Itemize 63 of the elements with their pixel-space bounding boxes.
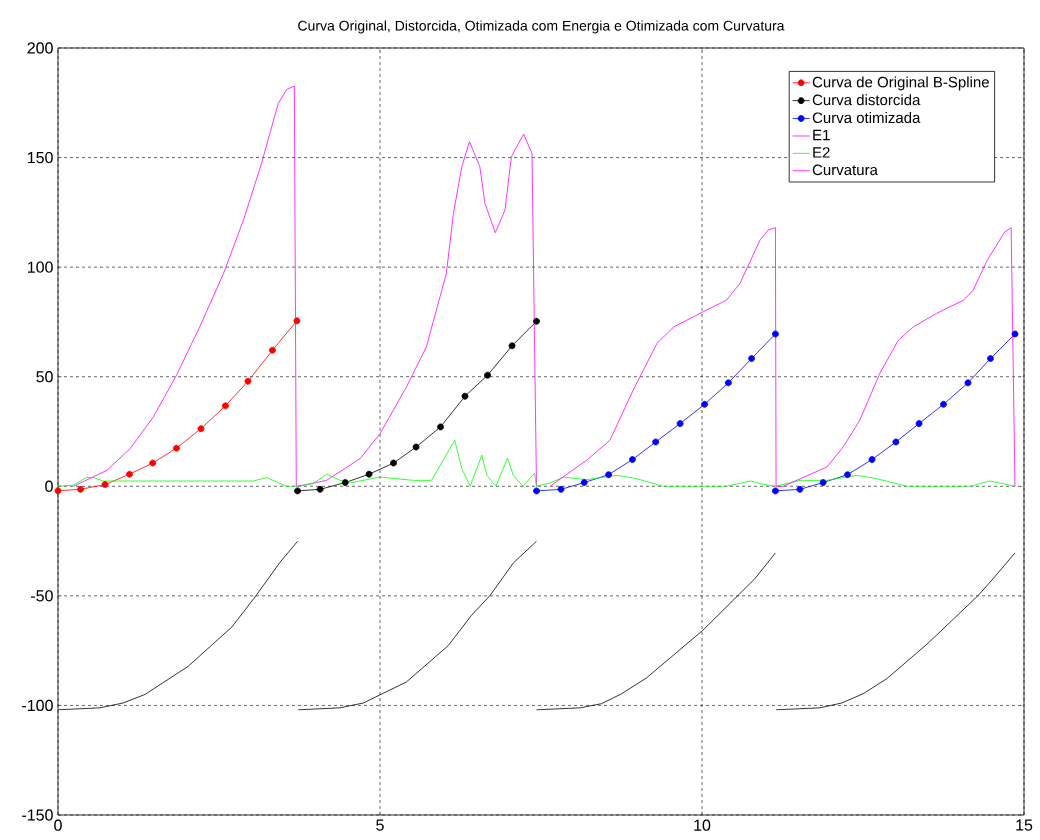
x-tick-label: 15: [1016, 819, 1033, 831]
legend-label: E2: [813, 147, 830, 158]
point: [294, 487, 301, 495]
point: [533, 487, 540, 495]
point: [173, 444, 180, 452]
y-tick-label: 200: [27, 42, 53, 54]
point: [77, 485, 84, 493]
point: [149, 459, 157, 467]
point: [676, 420, 684, 428]
point: [557, 485, 565, 493]
chart-title: Curva Original, Distorcida, Otimizada com Energia e Otimizada com Curvatura: [298, 20, 785, 34]
y-tick-label: -150: [22, 809, 53, 821]
point: [605, 471, 613, 479]
point: [915, 420, 923, 428]
point: [892, 438, 900, 446]
point: [772, 330, 779, 338]
point: [508, 342, 516, 350]
legend-label: E1: [813, 129, 830, 141]
x-tick-label: 0: [54, 819, 62, 831]
point: [126, 470, 133, 478]
legend-label: Curva distorcida: [812, 94, 921, 106]
y-tick-label: -100: [22, 699, 53, 712]
point: [533, 317, 540, 325]
point: [269, 346, 276, 354]
point: [725, 379, 732, 387]
point: [1011, 330, 1019, 338]
point: [222, 402, 229, 410]
point: [365, 470, 373, 478]
point: [964, 379, 972, 387]
legend-label: Curva otimizada: [812, 112, 921, 124]
point: [868, 456, 876, 463]
y-tick-label: 50: [36, 371, 53, 383]
point: [629, 456, 636, 463]
point: [341, 479, 349, 486]
point: [412, 443, 420, 451]
point: [293, 317, 301, 325]
point: [701, 400, 708, 408]
x-tick-label: 5: [376, 819, 384, 831]
point: [316, 485, 324, 493]
point: [796, 485, 804, 493]
y-tick-label: -50: [31, 590, 53, 602]
point: [54, 487, 62, 495]
point: [197, 425, 205, 433]
y-tick-label: 150: [28, 151, 53, 164]
legend-label: Curvatura: [812, 164, 878, 176]
point: [844, 471, 851, 479]
point: [940, 400, 947, 408]
point: [101, 481, 109, 488]
point: [748, 355, 755, 362]
x-tick-label: 10: [694, 819, 711, 831]
point: [652, 438, 660, 446]
point: [819, 479, 827, 486]
point: [461, 392, 469, 400]
point: [437, 423, 444, 431]
y-tick-label: 0: [45, 480, 53, 492]
point: [772, 487, 779, 495]
point: [484, 371, 491, 379]
y-tick-label: 100: [28, 261, 53, 273]
point: [244, 377, 252, 385]
point: [390, 459, 397, 467]
point: [580, 479, 588, 486]
point: [987, 355, 994, 362]
legend-label: Curva de Original B-Spline: [812, 76, 989, 91]
